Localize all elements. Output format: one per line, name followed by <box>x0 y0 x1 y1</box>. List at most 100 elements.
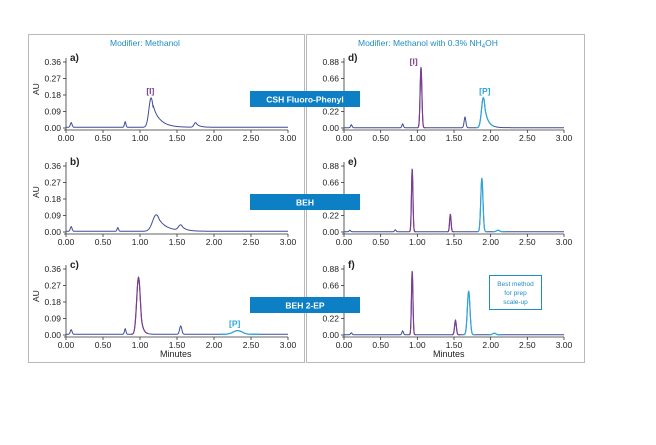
best-method-note-line-2: for prep <box>504 290 527 297</box>
x-tick-label: 3.00 <box>556 237 573 247</box>
x-tick-label: 1.50 <box>169 133 186 143</box>
x-tick-label: 0.00 <box>58 133 75 143</box>
panel-label: c) <box>70 260 79 271</box>
band-csh-fluoro-phenyl-label: CSH Fluoro-Phenyl <box>266 95 343 105</box>
band-beh-label: BEH <box>296 198 314 208</box>
y-tick-label: 0.00 <box>44 227 61 237</box>
x-tick-label: 0.50 <box>372 237 389 247</box>
y-tick-label: 0.27 <box>44 74 61 84</box>
y-tick-label: 0.09 <box>44 314 61 324</box>
best-method-note-line-3: scale-up <box>503 299 528 306</box>
x-tick-label: 2.00 <box>482 133 499 143</box>
y-tick-label: 0.88 <box>322 264 339 274</box>
y-tick-label: 0.00 <box>322 330 339 340</box>
impurity-peak <box>447 213 454 233</box>
x-tick-label: 0.00 <box>336 133 353 143</box>
band-csh-fluoro-phenyl: CSH Fluoro-Phenyl <box>250 91 360 107</box>
trace-line <box>66 97 288 128</box>
x-tick-label: 2.00 <box>206 340 223 350</box>
impurity-peak <box>409 270 416 336</box>
impurity-peak-label: [I] <box>146 86 154 96</box>
y-tick-label: 0.18 <box>44 90 61 100</box>
y-tick-label: 0.00 <box>44 123 61 133</box>
right-header: Modifier: Methanol with 0.3% NH4OH <box>358 38 498 50</box>
x-tick-label: 2.50 <box>519 133 536 143</box>
product-peak-label: [P] <box>479 86 491 96</box>
chromatogram-plots: 0.00 0.09 0.18 0.27 0.36 0.00 0.50 1.00 1.50 2.00… <box>44 53 572 350</box>
x-tick-label: 0.50 <box>95 340 112 350</box>
trace-line <box>344 67 564 129</box>
x-tick-label: 2.50 <box>243 133 260 143</box>
chart-panel-a: 0.00 0.09 0.18 0.27 0.36 0.00 0.50 1.00 1.50 2.00… <box>44 53 296 143</box>
y-tick-label: 0.00 <box>322 123 339 133</box>
x-tick-label: 3.00 <box>280 133 297 143</box>
panel-label: d) <box>348 53 357 64</box>
x-axis-label-right: Minutes <box>433 349 465 359</box>
y-tick-label: 0.66 <box>322 178 339 188</box>
x-tick-label: 1.50 <box>169 237 186 247</box>
y-tick-label: 0.36 <box>44 57 61 67</box>
y-axis-label-b: AU <box>31 186 41 198</box>
chart-panel-c: 0.00 0.09 0.18 0.27 0.36 0.00 0.50 1.00 1.50 2.00… <box>44 260 296 350</box>
x-tick-label: 3.00 <box>556 340 573 350</box>
x-tick-label: 1.50 <box>446 340 463 350</box>
x-tick-label: 0.00 <box>336 237 353 247</box>
x-tick-label: 0.00 <box>58 340 75 350</box>
x-tick-label: 0.50 <box>372 340 389 350</box>
band-csh-fluoro-phenyl-bg <box>250 91 360 107</box>
product-peak <box>463 290 476 336</box>
x-tick-label: 2.50 <box>519 340 536 350</box>
x-tick-label: 1.00 <box>409 237 426 247</box>
x-tick-label: 1.50 <box>169 340 186 350</box>
impurity-peak <box>451 319 460 336</box>
y-tick-label: 0.22 <box>322 314 339 324</box>
y-tick-label: 0.66 <box>322 281 339 291</box>
impurity-peak <box>131 276 148 335</box>
x-axis-label-left: Minutes <box>160 349 192 359</box>
x-tick-label: 2.50 <box>243 340 260 350</box>
x-tick-label: 2.00 <box>482 237 499 247</box>
x-tick-label: 1.50 <box>446 133 463 143</box>
product-peak <box>477 177 488 233</box>
x-tick-label: 2.00 <box>206 133 223 143</box>
y-tick-label: 0.18 <box>44 194 61 204</box>
x-tick-label: 1.00 <box>409 340 426 350</box>
x-tick-label: 3.00 <box>280 237 297 247</box>
trace-line <box>66 214 288 232</box>
band-beh-2-ep-bg <box>250 297 360 313</box>
impurity-peak-label: [I] <box>410 57 418 67</box>
x-tick-label: 3.00 <box>280 340 297 350</box>
product-peak <box>488 332 502 336</box>
y-tick-label: 0.88 <box>322 161 339 171</box>
impurity-peak <box>409 168 416 233</box>
product-peak <box>476 96 495 129</box>
y-tick-label: 0.27 <box>44 178 61 188</box>
x-tick-label: 0.50 <box>95 133 112 143</box>
x-tick-label: 2.50 <box>519 237 536 247</box>
panel-label: f) <box>348 260 355 271</box>
y-tick-label: 0.22 <box>322 211 339 221</box>
x-tick-label: 1.50 <box>446 237 463 247</box>
left-header: Modifier: Methanol <box>110 38 180 48</box>
y-axis-label-c: AU <box>31 290 41 302</box>
y-tick-label: 0.36 <box>44 264 61 274</box>
best-method-note-box <box>489 275 542 310</box>
product-peak <box>219 330 260 335</box>
y-tick-label: 0.66 <box>322 74 339 84</box>
y-tick-label: 0.22 <box>322 107 339 117</box>
x-tick-label: 0.50 <box>372 133 389 143</box>
chart-panel-b: 0.00 0.09 0.18 0.27 0.36 0.00 0.50 1.00 1.50 2.00… <box>44 157 296 247</box>
x-tick-label: 0.50 <box>95 237 112 247</box>
panel-label: e) <box>348 157 357 168</box>
panel-label: a) <box>70 53 79 64</box>
chart-panel-e: 0.000.220.440.660.880.000.501.001.502.00… <box>322 157 572 247</box>
band-beh-2-ep-label: BEH 2-EP <box>285 301 325 311</box>
y-tick-label: 0.00 <box>44 330 61 340</box>
best-method-note-line-1: Best method <box>497 281 534 288</box>
x-tick-label: 2.50 <box>243 237 260 247</box>
chart-panel-d: 0.000.220.440.660.880.000.501.001.502.00… <box>322 53 572 143</box>
x-tick-label: 0.00 <box>58 237 75 247</box>
y-tick-label: 0.36 <box>44 161 61 171</box>
panel-label: b) <box>70 157 79 168</box>
